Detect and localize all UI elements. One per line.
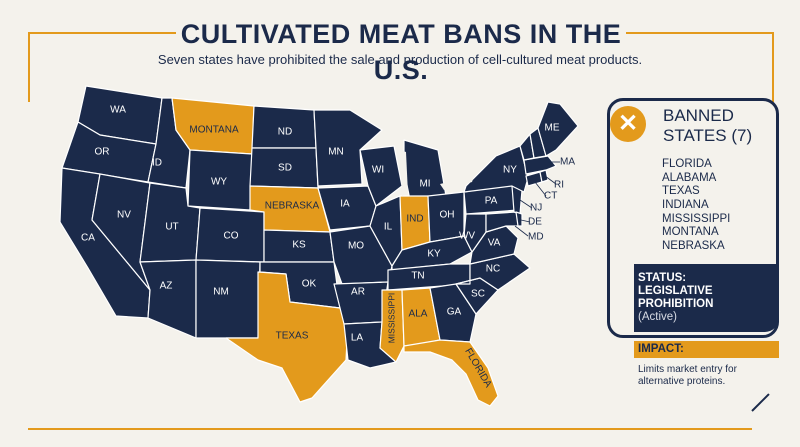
frame-left bbox=[28, 32, 30, 102]
label-ct: CT bbox=[544, 191, 557, 202]
state-nm[interactable] bbox=[195, 259, 261, 339]
label-ri: RI bbox=[554, 180, 564, 191]
label-il: IL bbox=[384, 222, 393, 233]
label-mt: MONTANA bbox=[189, 125, 239, 136]
list-item: ALABAMA bbox=[662, 171, 717, 184]
label-or: OR bbox=[95, 147, 110, 158]
label-ny: NY bbox=[503, 165, 517, 176]
label-in: IND bbox=[406, 214, 423, 225]
page-title: CULTIVATED MEAT BANS IN THE U.S. bbox=[176, 16, 626, 85]
label-sc: SC bbox=[471, 289, 485, 300]
label-co: CO bbox=[224, 231, 239, 242]
state-fl[interactable] bbox=[403, 339, 499, 407]
label-wa: WA bbox=[110, 105, 126, 116]
label-nv: NV bbox=[117, 210, 131, 221]
panel-title-line2: STATES (7) bbox=[663, 126, 753, 145]
label-mo: MO bbox=[348, 241, 364, 252]
page-subtitle: Seven states have prohibited the sale an… bbox=[157, 52, 643, 67]
state-ga[interactable] bbox=[429, 283, 477, 343]
label-ok: OK bbox=[302, 279, 317, 290]
status-note: (Active) bbox=[638, 311, 677, 323]
state-mi[interactable] bbox=[403, 139, 447, 201]
label-mn: MN bbox=[328, 147, 344, 158]
frame-right bbox=[772, 32, 774, 102]
status-value: LEGISLATIVE PROHIBITION bbox=[638, 285, 714, 310]
panel-title-line1: BANNED bbox=[663, 106, 734, 125]
label-ia: IA bbox=[340, 199, 350, 210]
list-item: MISSISSIPPI bbox=[662, 212, 731, 225]
panel-title: BANNED STATES (7) bbox=[663, 106, 773, 146]
leader-lines bbox=[514, 161, 560, 237]
label-nc: NC bbox=[486, 264, 500, 275]
frame-top-left bbox=[28, 32, 178, 34]
frame-bottom bbox=[28, 428, 752, 430]
state-mn[interactable] bbox=[313, 109, 383, 187]
impact-bar bbox=[634, 341, 779, 358]
label-nj: NJ bbox=[530, 203, 542, 214]
label-ut: UT bbox=[165, 222, 178, 233]
lake-erie bbox=[440, 176, 474, 190]
status-label: STATUS: bbox=[638, 272, 687, 284]
label-tx: TEXAS bbox=[276, 331, 309, 342]
list-item: NEBRASKA bbox=[662, 240, 725, 253]
label-ms: MISSISSIPPI bbox=[386, 293, 396, 344]
close-icon: ✕ bbox=[610, 106, 646, 142]
state-az[interactable] bbox=[139, 259, 197, 339]
state-wi[interactable] bbox=[359, 145, 403, 207]
label-ma: MA bbox=[560, 157, 575, 168]
label-md: MD bbox=[528, 232, 544, 243]
label-wy: WY bbox=[211, 177, 227, 188]
label-va: VA bbox=[488, 238, 501, 249]
label-al: ALA bbox=[409, 309, 428, 320]
list-item: TEXAS bbox=[662, 185, 700, 198]
banned-states-list: FLORIDA ALABAMA TEXAS INDIANA MISSISSIPP… bbox=[662, 158, 774, 254]
impact-label: IMPACT: bbox=[638, 343, 684, 355]
label-sd: SD bbox=[278, 163, 292, 174]
state-me[interactable] bbox=[537, 101, 579, 157]
list-item: FLORIDA bbox=[662, 158, 712, 170]
state-de[interactable] bbox=[515, 211, 523, 227]
label-wv: WV bbox=[459, 231, 475, 242]
state-ri[interactable] bbox=[539, 169, 549, 183]
label-nm: NM bbox=[213, 287, 229, 298]
label-az: AZ bbox=[160, 281, 173, 292]
label-id: ID bbox=[152, 158, 162, 169]
status-box bbox=[634, 264, 779, 332]
label-oh: OH bbox=[440, 210, 455, 221]
state-md[interactable] bbox=[485, 211, 521, 233]
state-ny[interactable] bbox=[463, 145, 529, 193]
label-ca: CA bbox=[81, 233, 95, 244]
label-de: DE bbox=[528, 217, 542, 228]
list-item: INDIANA bbox=[662, 199, 709, 212]
label-pa: PA bbox=[485, 196, 498, 207]
label-ky: KY bbox=[427, 249, 441, 260]
label-wi: WI bbox=[372, 165, 384, 176]
label-ga: GA bbox=[447, 307, 462, 318]
lake-michigan bbox=[400, 150, 408, 196]
label-ar: AR bbox=[351, 287, 365, 298]
frame-top-right bbox=[624, 32, 774, 34]
label-la: LA bbox=[351, 333, 364, 344]
list-item: MONTANA bbox=[662, 226, 719, 239]
label-nd: ND bbox=[278, 127, 292, 138]
state-tx[interactable] bbox=[225, 271, 349, 403]
label-ne: NEBRASKA bbox=[265, 201, 320, 212]
label-me: ME bbox=[545, 123, 560, 134]
label-mi: MI bbox=[419, 179, 430, 190]
impact-text: Limits market entry for alternative prot… bbox=[638, 364, 737, 387]
label-ks: KS bbox=[292, 240, 306, 251]
label-tn: TN bbox=[411, 271, 424, 282]
